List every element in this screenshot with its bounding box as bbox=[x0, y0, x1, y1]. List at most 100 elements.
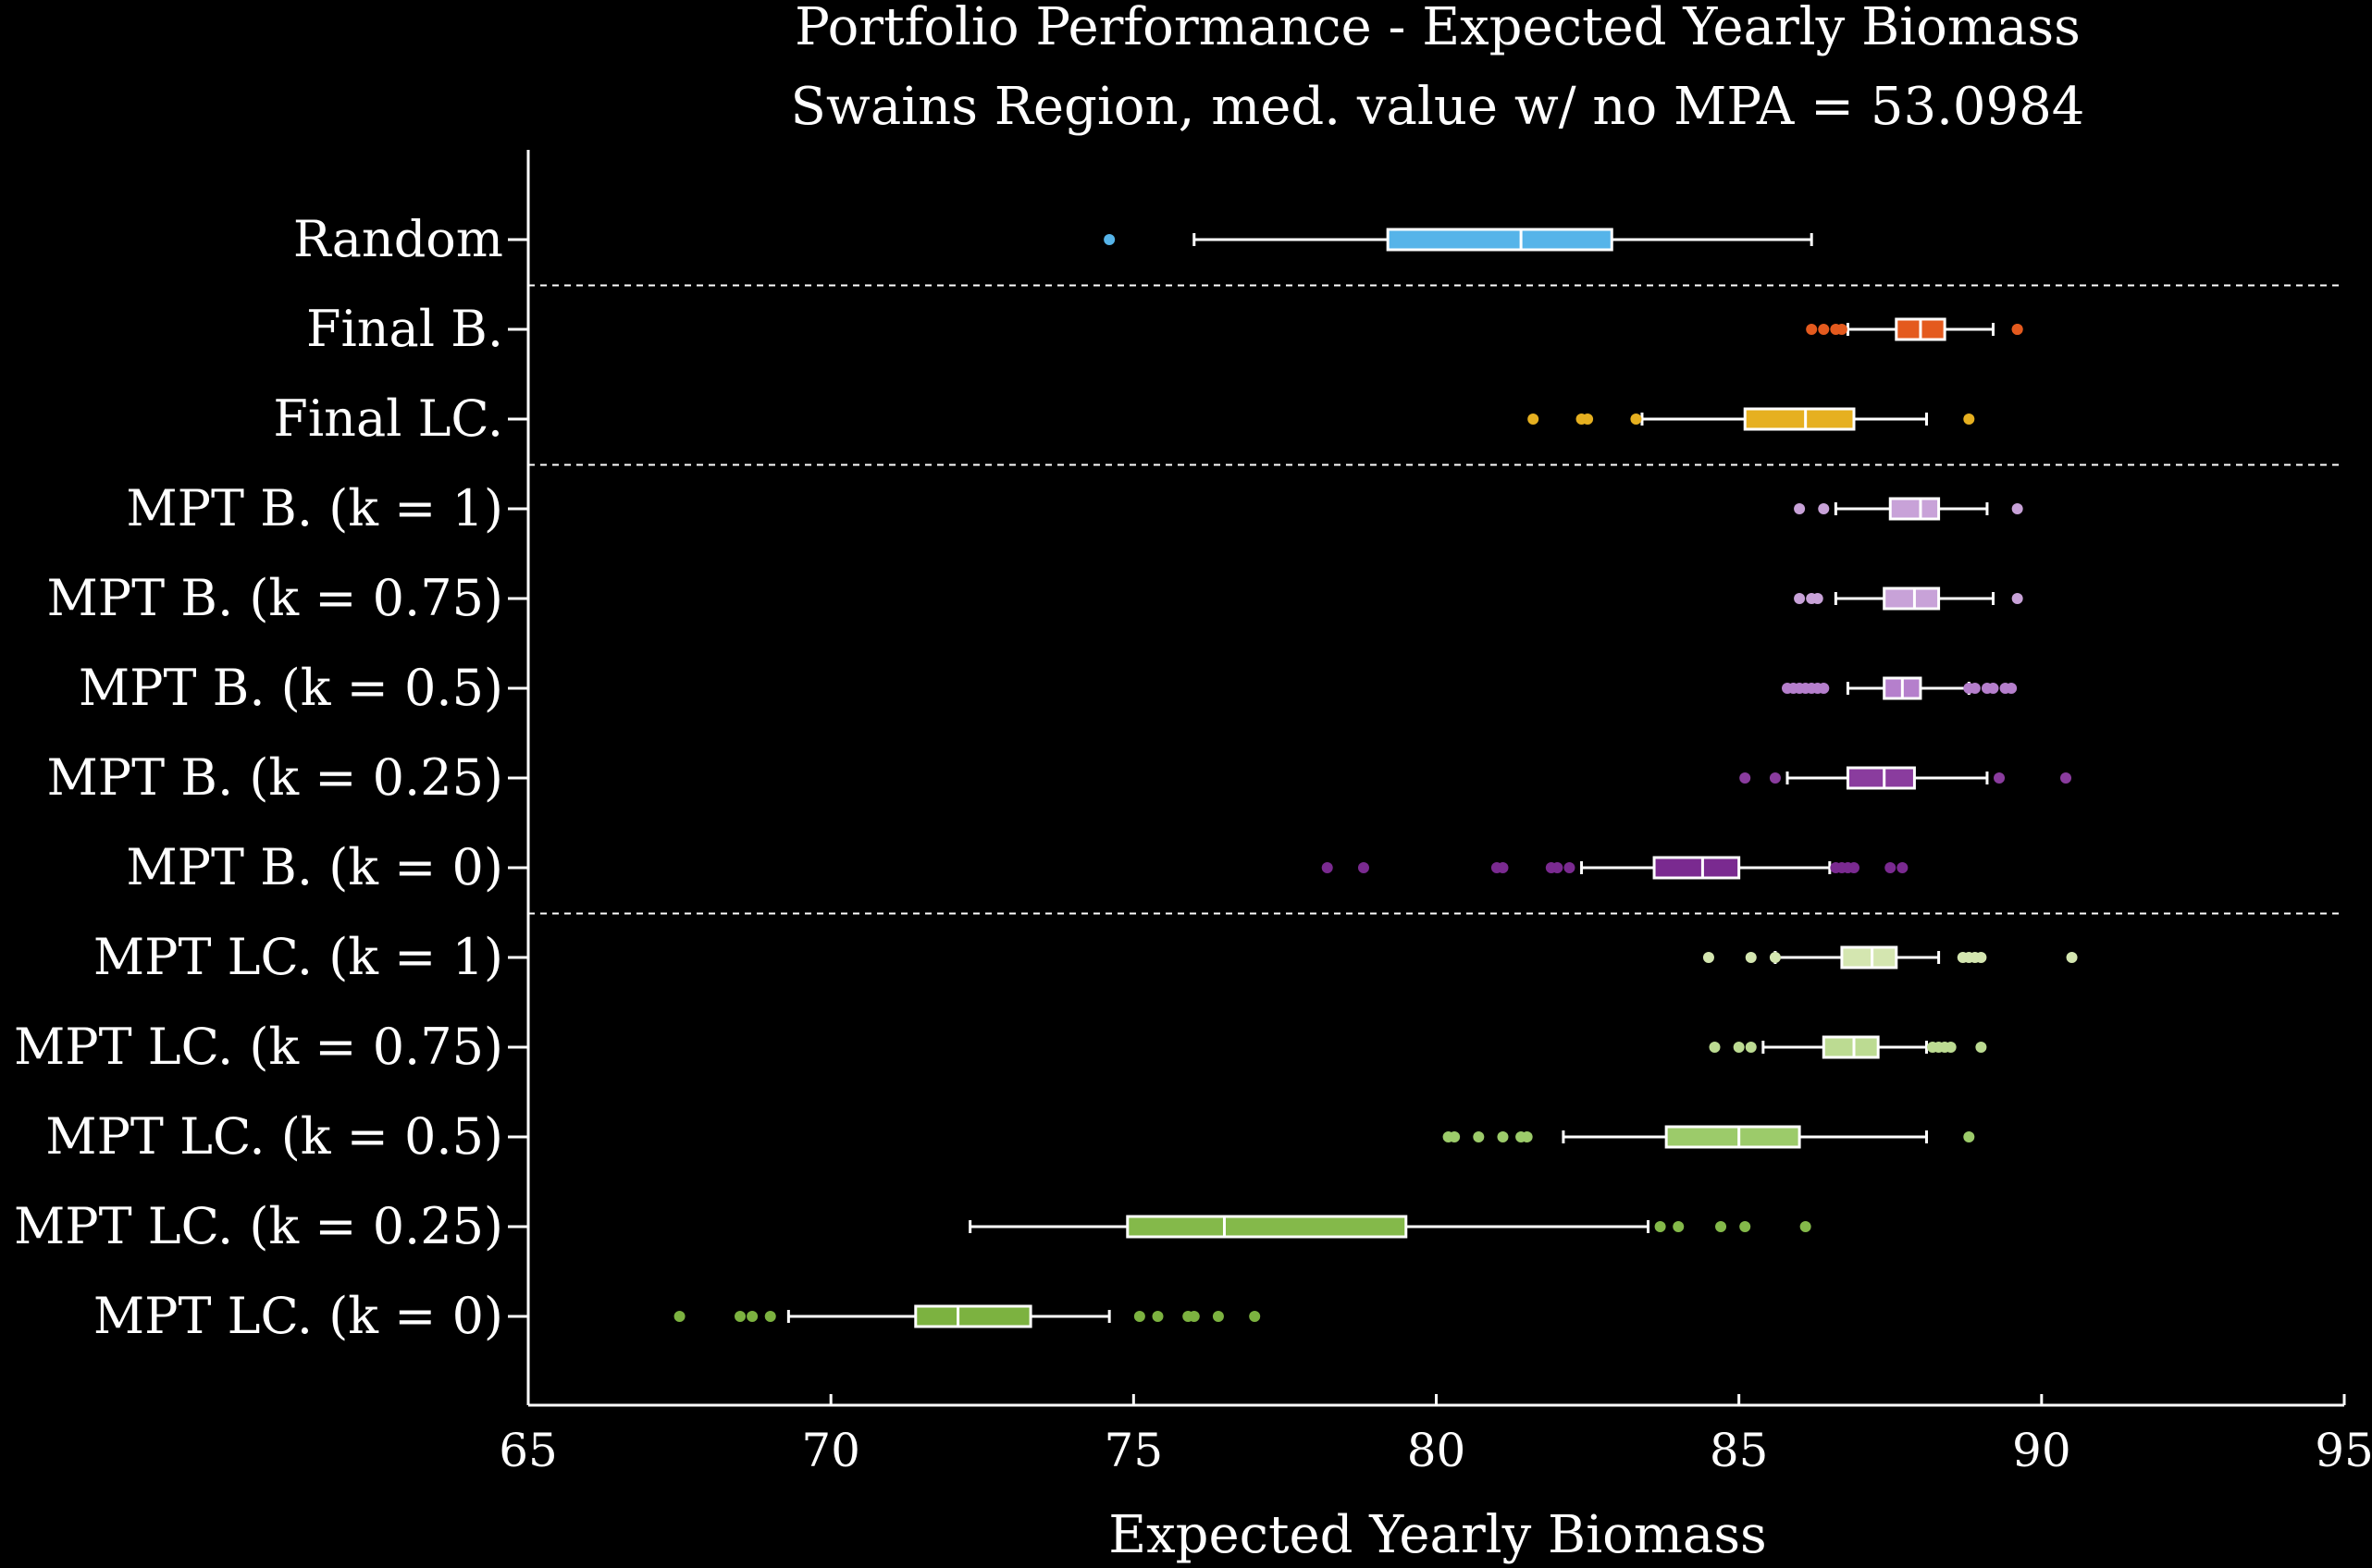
outlier-7-1 bbox=[1357, 862, 1369, 873]
y-tick-label-3: MPT B. (k = 1) bbox=[126, 479, 503, 537]
x-tick-label-1: 70 bbox=[801, 1424, 860, 1477]
outlier-11-0 bbox=[1654, 1221, 1666, 1232]
outlier-4-0 bbox=[1794, 593, 1806, 604]
box-7 bbox=[1652, 856, 1741, 880]
box-8 bbox=[1840, 945, 1898, 969]
outlier-9-7 bbox=[1975, 1042, 1987, 1053]
y-tick-label-8: MPT LC. (k = 1) bbox=[93, 928, 503, 986]
series-10: MPT LC. (k = 0.5) bbox=[45, 1107, 1975, 1166]
series-6: MPT B. (k = 0.25) bbox=[47, 748, 2072, 807]
y-tick-label-9: MPT LC. (k = 0.75) bbox=[14, 1018, 503, 1076]
chart-title: Portfolio Performance - Expected Yearly … bbox=[795, 0, 2081, 57]
outlier-10-1 bbox=[1449, 1131, 1461, 1142]
x-tick-label-6: 95 bbox=[2315, 1424, 2372, 1477]
series-2: Final LC. bbox=[273, 389, 1975, 448]
outlier-6-1 bbox=[1769, 772, 1781, 784]
outlier-11-2 bbox=[1715, 1221, 1727, 1232]
series-11: MPT LC. (k = 0.25) bbox=[14, 1197, 1811, 1255]
outlier-3-1 bbox=[1818, 503, 1830, 514]
y-tick-label-4: MPT B. (k = 0.75) bbox=[47, 569, 504, 627]
outlier-10-2 bbox=[1473, 1131, 1485, 1142]
outlier-7-10 bbox=[1847, 862, 1859, 873]
outlier-12-5 bbox=[1152, 1311, 1164, 1322]
outlier-7-12 bbox=[1896, 862, 1909, 873]
outlier-8-2 bbox=[1769, 952, 1781, 963]
box-2 bbox=[1743, 407, 1856, 431]
series-4: MPT B. (k = 0.75) bbox=[47, 569, 2023, 627]
outlier-2-3 bbox=[1630, 414, 1642, 425]
outlier-6-3 bbox=[2060, 772, 2072, 784]
box-11 bbox=[1126, 1215, 1408, 1239]
outlier-1-0 bbox=[1806, 324, 1818, 335]
outlier-11-4 bbox=[1799, 1221, 1811, 1232]
outlier-12-4 bbox=[1133, 1311, 1145, 1322]
outlier-4-2 bbox=[1811, 593, 1823, 604]
series-7: MPT B. (k = 0) bbox=[126, 838, 1909, 896]
box-4 bbox=[1883, 586, 1941, 611]
y-tick-label-2: Final LC. bbox=[273, 389, 503, 448]
outlier-1-3 bbox=[1835, 324, 1847, 335]
outlier-5-10 bbox=[1987, 683, 1999, 694]
outlier-2-0 bbox=[1527, 414, 1539, 425]
outlier-12-9 bbox=[1249, 1311, 1261, 1322]
outlier-11-3 bbox=[1739, 1221, 1751, 1232]
box-12 bbox=[914, 1304, 1032, 1328]
x-tick-label-4: 85 bbox=[1710, 1424, 1769, 1477]
x-tick-label-5: 90 bbox=[2012, 1424, 2071, 1477]
outlier-7-0 bbox=[1321, 862, 1333, 873]
chart-subtitle: Swains Region, med. value w/ no MPA = 53… bbox=[791, 77, 2085, 137]
outlier-8-6 bbox=[1975, 952, 1987, 963]
outlier-9-1 bbox=[1733, 1042, 1745, 1053]
outlier-9-0 bbox=[1709, 1042, 1721, 1053]
x-tick-label-0: 65 bbox=[499, 1424, 558, 1477]
outlier-8-1 bbox=[1745, 952, 1757, 963]
series-9: MPT LC. (k = 0.75) bbox=[14, 1018, 1987, 1076]
outlier-2-4 bbox=[1963, 414, 1975, 425]
box-9 bbox=[1822, 1035, 1880, 1059]
y-tick-label-7: MPT B. (k = 0) bbox=[126, 838, 503, 896]
outlier-5-6 bbox=[1818, 683, 1830, 694]
outlier-6-0 bbox=[1739, 772, 1751, 784]
outlier-8-0 bbox=[1702, 952, 1714, 963]
outlier-10-6 bbox=[1963, 1131, 1975, 1142]
outlier-5-12 bbox=[2006, 683, 2018, 694]
series-8: MPT LC. (k = 1) bbox=[93, 928, 2078, 986]
x-tick-label-2: 75 bbox=[1105, 1424, 1164, 1477]
outlier-0-0 bbox=[1104, 234, 1116, 245]
outlier-7-11 bbox=[1884, 862, 1896, 873]
outlier-9-6 bbox=[1945, 1042, 1957, 1053]
outlier-12-3 bbox=[764, 1311, 776, 1322]
outlier-12-2 bbox=[747, 1311, 759, 1322]
y-tick-label-0: Random bbox=[293, 210, 503, 268]
outlier-10-5 bbox=[1521, 1131, 1533, 1142]
series-0: Random bbox=[293, 210, 1813, 268]
series-12: MPT LC. (k = 0) bbox=[93, 1287, 1261, 1345]
outlier-4-3 bbox=[2011, 593, 2023, 604]
outlier-11-1 bbox=[1673, 1221, 1685, 1232]
outlier-5-8 bbox=[1969, 683, 1981, 694]
outlier-1-1 bbox=[1818, 324, 1830, 335]
outlier-2-2 bbox=[1582, 414, 1594, 425]
outlier-3-0 bbox=[1794, 503, 1806, 514]
outlier-10-3 bbox=[1497, 1131, 1509, 1142]
outlier-12-7 bbox=[1188, 1311, 1200, 1322]
box-6 bbox=[1846, 766, 1916, 790]
y-tick-label-12: MPT LC. (k = 0) bbox=[93, 1287, 503, 1345]
outlier-7-5 bbox=[1551, 862, 1563, 873]
plot-area: 65 70 75 80 85 90 95 Random Final B. Final LC. MPT… bbox=[14, 150, 2372, 1477]
outlier-7-6 bbox=[1563, 862, 1575, 873]
outlier-8-7 bbox=[2066, 952, 2078, 963]
y-tick-label-1: Final B. bbox=[306, 300, 503, 358]
x-tick-label-3: 80 bbox=[1407, 1424, 1466, 1477]
series-1: Final B. bbox=[306, 300, 2023, 358]
box-10 bbox=[1664, 1125, 1801, 1149]
y-tick-label-11: MPT LC. (k = 0.25) bbox=[14, 1197, 503, 1255]
outlier-6-2 bbox=[1994, 772, 2006, 784]
x-axis-label: Expected Yearly Biomass bbox=[1108, 1505, 1767, 1565]
y-tick-label-6: MPT B. (k = 0.25) bbox=[47, 748, 504, 807]
outlier-12-0 bbox=[673, 1311, 686, 1322]
box-0 bbox=[1386, 228, 1613, 252]
y-tick-label-10: MPT LC. (k = 0.5) bbox=[45, 1107, 503, 1166]
outlier-3-2 bbox=[2011, 503, 2023, 514]
